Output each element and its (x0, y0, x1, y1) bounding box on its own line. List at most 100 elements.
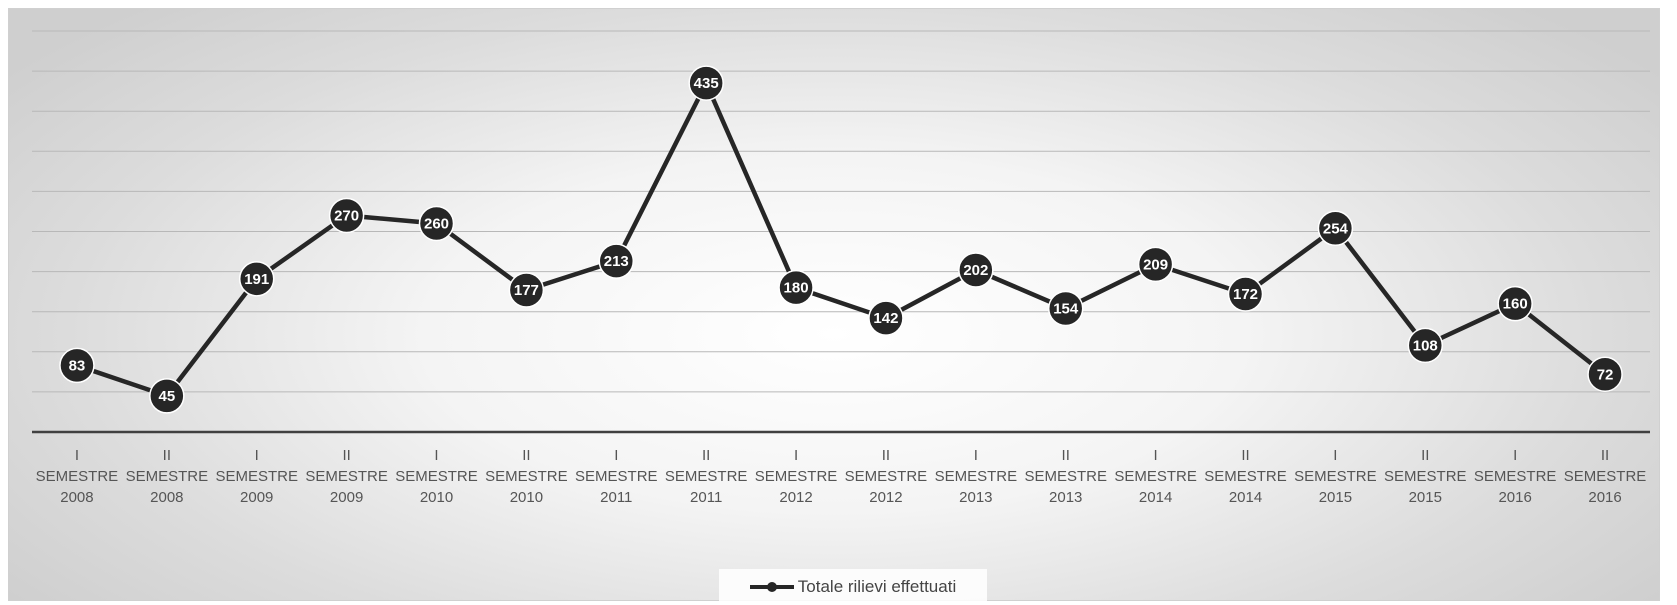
data-label: 435 (694, 75, 719, 92)
x-tick-label-line: SEMESTRE (1564, 468, 1647, 485)
data-label: 202 (963, 262, 988, 279)
data-label: 45 (158, 388, 175, 405)
x-tick-label-line: II (342, 447, 350, 464)
x-tick-label-line: SEMESTRE (1204, 468, 1287, 485)
x-tick-label-line: 2014 (1139, 489, 1172, 506)
x-tick-label-line: SEMESTRE (305, 468, 388, 485)
series-line (76, 77, 1607, 399)
x-tick-label-line: 2010 (510, 489, 543, 506)
legend-line-marker-icon (749, 582, 794, 592)
x-tick-label: II SEMESTRE 2012 (845, 447, 928, 506)
x-tick-label: II SEMESTRE 2008 (126, 447, 209, 506)
data-label: 213 (604, 253, 629, 270)
x-tick-label-line: 2016 (1498, 489, 1531, 506)
x-tick-label-line: SEMESTRE (126, 468, 209, 485)
data-point (1407, 327, 1444, 364)
data-label: 72 (1597, 366, 1614, 383)
data-label: 260 (424, 215, 449, 232)
data-label: 177 (514, 282, 539, 299)
data-point (598, 243, 635, 279)
x-tick-label-line: SEMESTRE (1474, 468, 1557, 485)
x-tick-label-line: SEMESTRE (1114, 468, 1197, 485)
chart-area: I SEMESTRE 2008 II SEMESTRE 2008 I SEMESTRE 2009… (8, 8, 1660, 605)
x-tick-label-line: 2011 (690, 489, 722, 506)
x-tick-label: I SEMESTRE 2016 (1474, 447, 1557, 506)
x-tick-label-line: I (974, 447, 978, 464)
x-tick-label-line: SEMESTRE (935, 468, 1018, 485)
data-label: 142 (873, 310, 898, 327)
data-label: 191 (244, 271, 269, 288)
x-tick-label: II SEMESTRE 2009 (305, 447, 388, 506)
x-tick-label-line: 2015 (1409, 489, 1442, 506)
x-tick-label-line: I (614, 447, 618, 464)
x-tick-label-line: SEMESTRE (665, 468, 748, 485)
x-tick-label-line: SEMESTRE (485, 468, 568, 485)
x-tick-label: II SEMESTRE 2015 (1384, 447, 1467, 506)
x-tick-label: I SEMESTRE 2010 (395, 447, 478, 506)
data-label: 160 (1503, 296, 1528, 313)
x-tick-label-line: SEMESTRE (845, 468, 928, 485)
data-point (688, 65, 724, 101)
data-point (1497, 285, 1533, 322)
x-tick-label-line: 2011 (600, 489, 632, 506)
x-tick-label-line: I (75, 447, 79, 464)
chart-legend: Totale rilievi effettuati (719, 569, 987, 605)
x-tick-label: I SEMESTRE 2014 (1114, 447, 1197, 506)
x-tick-label-line: II (522, 447, 530, 464)
x-tick-label-line: SEMESTRE (1024, 468, 1107, 485)
x-tick-label-line: II (163, 447, 171, 464)
x-tick-label: II SEMESTRE 2011 (665, 447, 748, 506)
data-label: 108 (1413, 337, 1438, 354)
x-tick-label-line: SEMESTRE (1294, 468, 1377, 485)
data-point (1317, 210, 1354, 247)
data-point (238, 261, 275, 297)
x-tick-label-line: I (434, 447, 438, 464)
x-tick-label-line: SEMESTRE (575, 468, 658, 485)
x-tick-label-line: II (1241, 447, 1249, 464)
data-label: 83 (69, 357, 86, 374)
x-tick-label-line: SEMESTRE (755, 468, 838, 485)
data-point (1227, 276, 1264, 312)
x-tick-label-line: II (1601, 447, 1609, 464)
x-tick-label: I SEMESTRE 2011 (575, 447, 658, 506)
legend-label: Totale rilievi effettuati (797, 577, 957, 596)
data-point (868, 300, 904, 336)
data-label: 154 (1053, 300, 1079, 317)
x-tick-label: I SEMESTRE 2012 (755, 447, 838, 506)
x-tick-label-line: 2010 (420, 489, 453, 506)
data-point (418, 205, 455, 242)
data-point (1137, 246, 1174, 283)
x-tick-label-line: 2008 (60, 489, 93, 506)
x-tick-label-line: I (1513, 447, 1517, 464)
x-tick-label-line: 2009 (240, 489, 273, 506)
x-tick-label-line: 2015 (1319, 489, 1352, 506)
data-point (508, 272, 545, 308)
data-label: 180 (784, 280, 809, 297)
x-tick-label-line: SEMESTRE (36, 468, 119, 485)
x-tick-label-line: II (1421, 447, 1429, 464)
data-point (778, 269, 814, 306)
x-tick-label-line: I (1154, 447, 1158, 464)
x-tick-label-line: SEMESTRE (395, 468, 478, 485)
x-tick-label-line: 2009 (330, 489, 363, 506)
x-tick-label-line: 2012 (779, 489, 812, 506)
x-tick-label-line: 2013 (959, 489, 992, 506)
x-tick-label-line: II (882, 447, 890, 464)
x-tick-label: II SEMESTRE 2013 (1024, 447, 1107, 506)
data-label: 172 (1233, 286, 1258, 303)
x-tick-label: I SEMESTRE 2009 (215, 447, 298, 506)
data-label: 254 (1323, 220, 1349, 237)
x-tick-label-line: 2014 (1229, 489, 1262, 506)
x-tick-label: II SEMESTRE 2010 (485, 447, 568, 506)
x-tick-label-line: 2016 (1588, 489, 1621, 506)
x-tick-label: II SEMESTRE 2014 (1204, 447, 1287, 506)
data-point (1047, 290, 1084, 327)
data-point (328, 197, 365, 234)
x-tick-label-line: II (1062, 447, 1070, 464)
x-tick-label-line: 2013 (1049, 489, 1082, 506)
x-tick-label-line: II (702, 447, 710, 464)
x-tick-label: I SEMESTRE 2015 (1294, 447, 1377, 506)
data-label: 270 (334, 207, 359, 224)
x-tick-label-line: 2012 (869, 489, 902, 506)
